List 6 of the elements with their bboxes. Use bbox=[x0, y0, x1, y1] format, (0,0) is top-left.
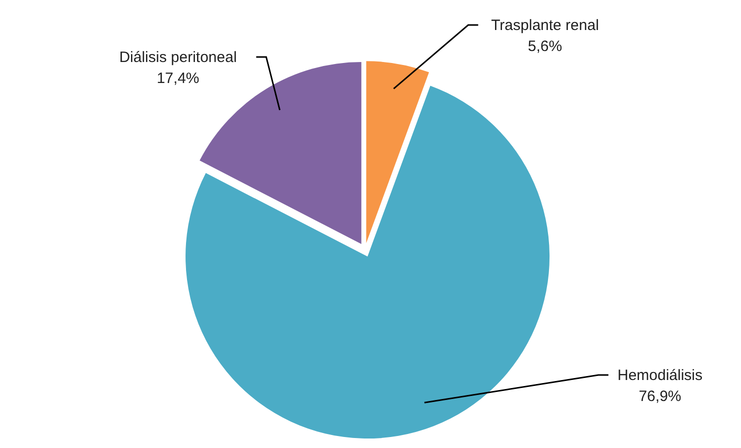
slice-label: Diálisis peritoneal bbox=[119, 49, 237, 66]
data-label: 76,9% bbox=[638, 388, 682, 405]
slice-label: Hemodiálisis bbox=[617, 367, 703, 384]
data-label: 5,6% bbox=[528, 38, 562, 55]
slice-label: Trasplante renal bbox=[491, 17, 599, 34]
data-label: 17,4% bbox=[156, 70, 200, 87]
